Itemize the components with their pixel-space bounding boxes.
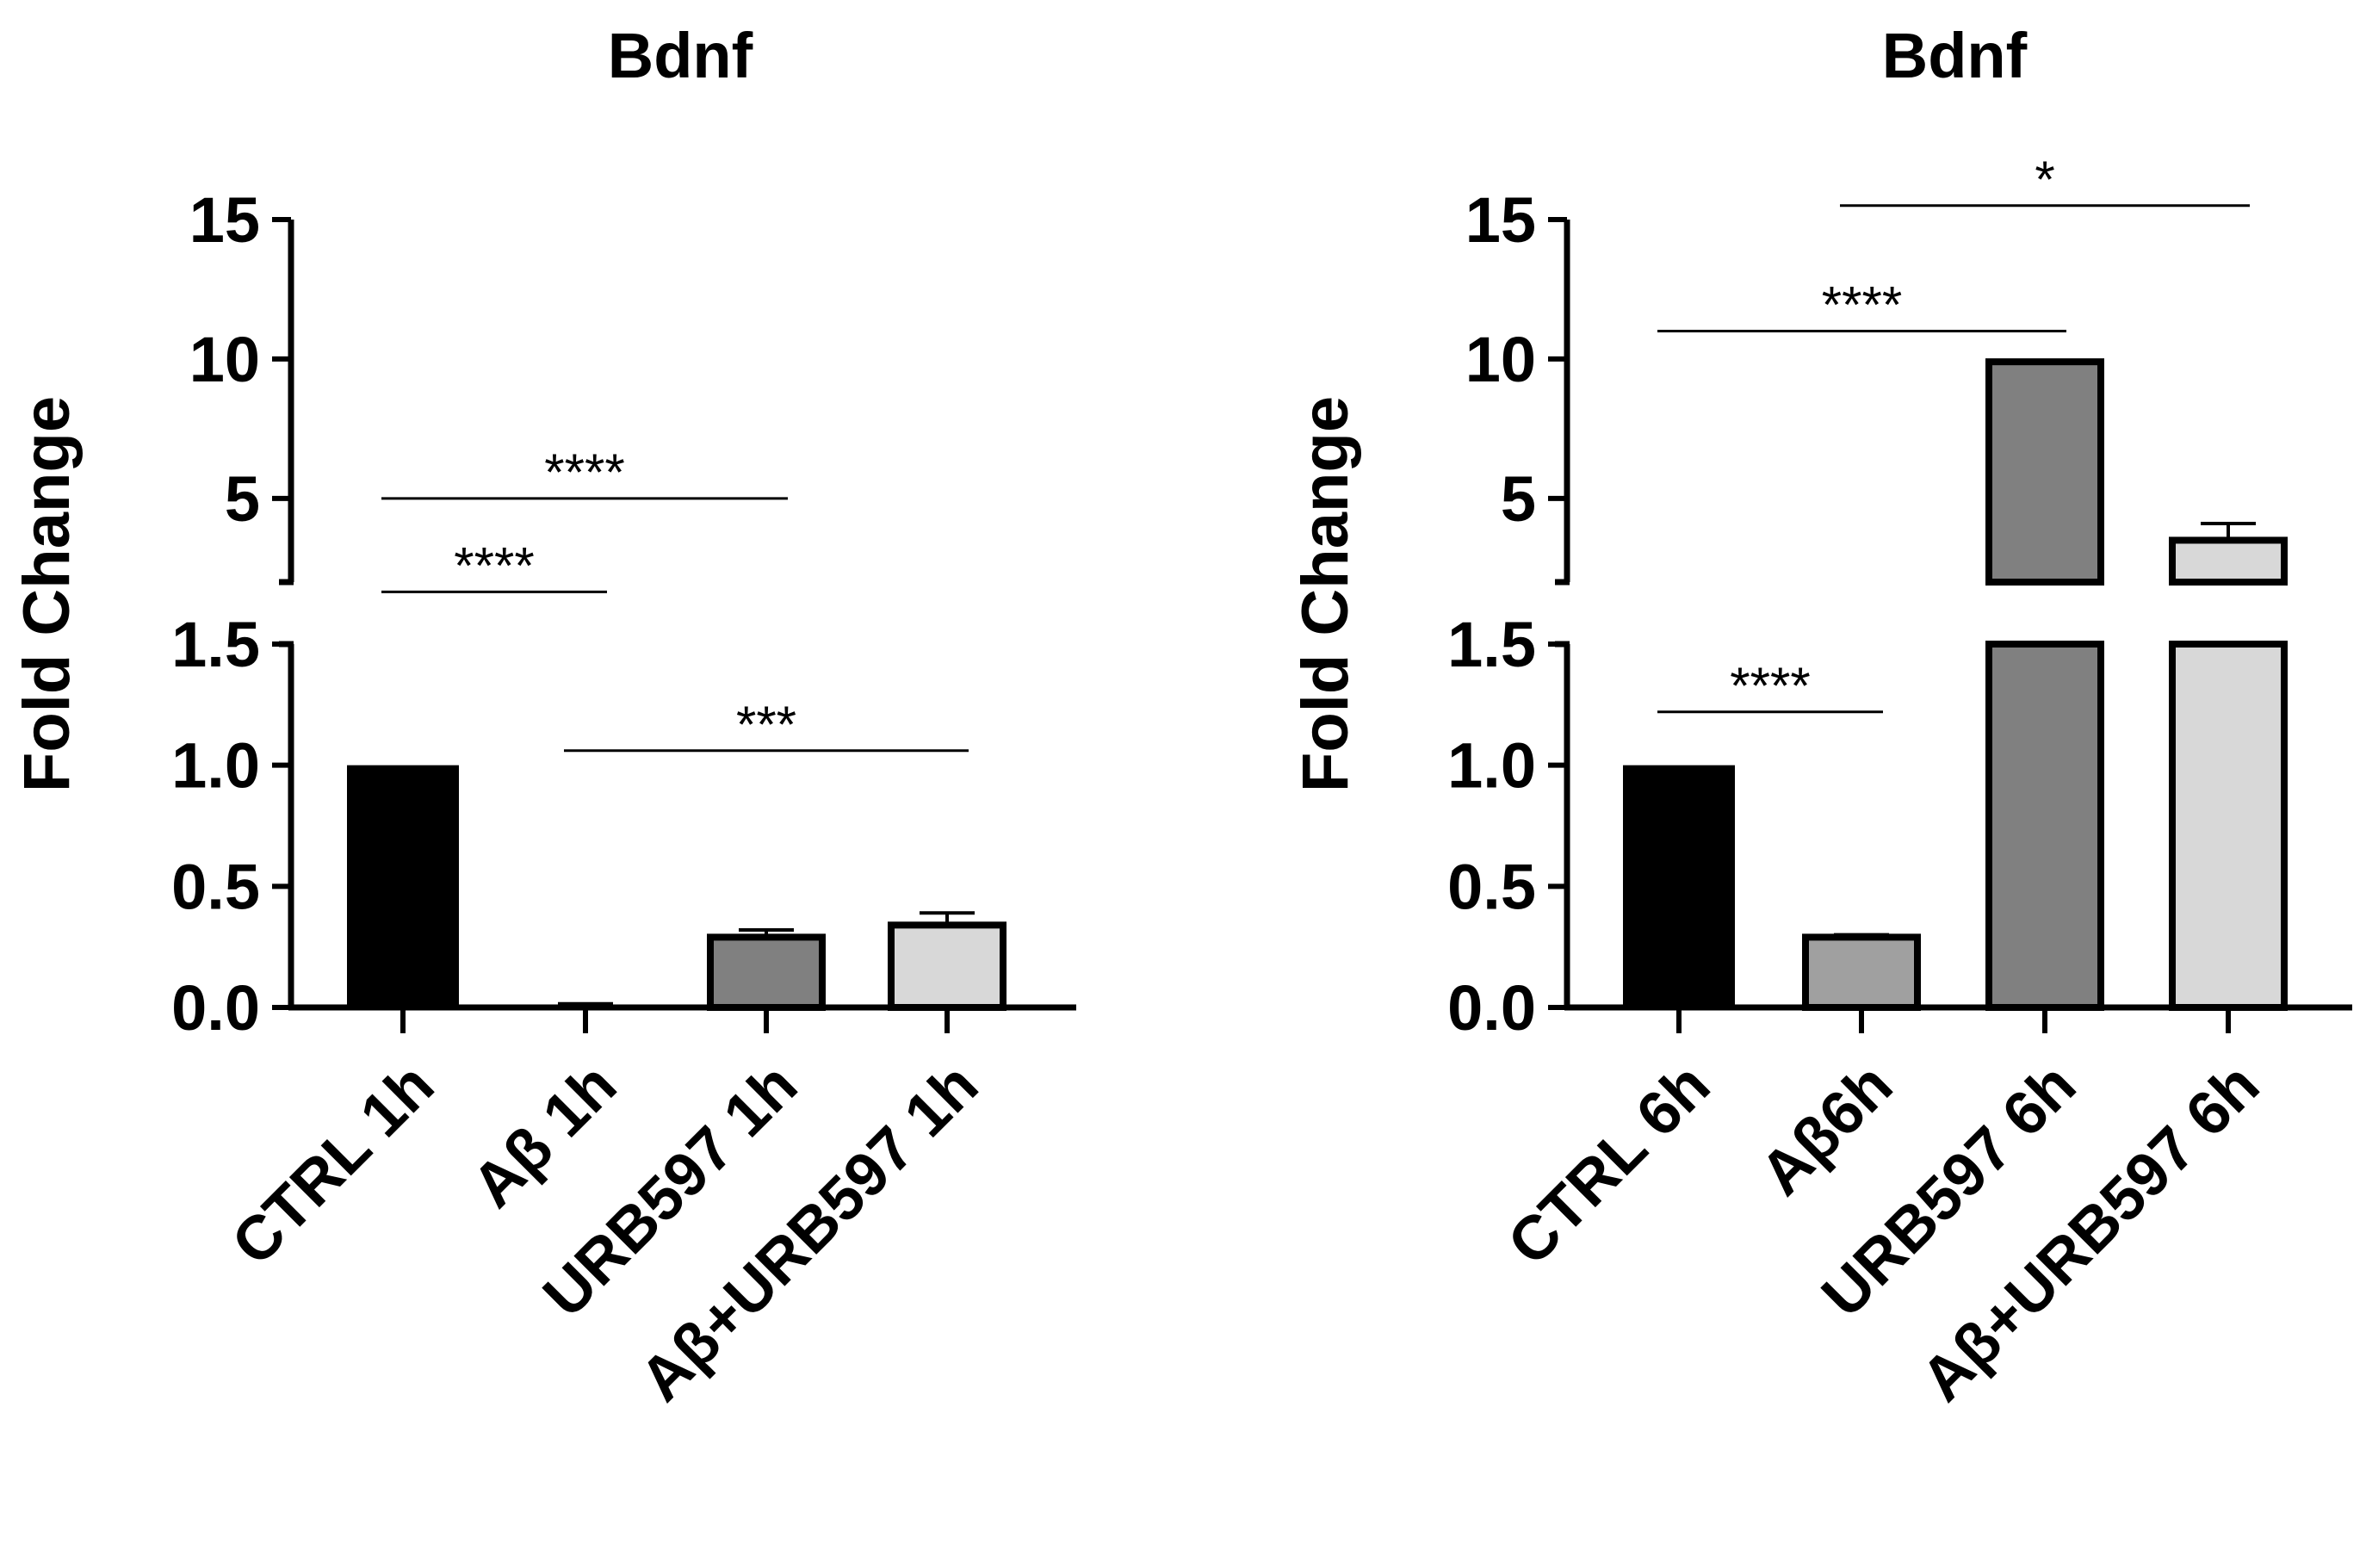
x-tick-label: Aβ+URB597 1h: [627, 1050, 991, 1415]
y-tick-label: 1.0: [171, 730, 260, 802]
chart-panel-6h: Bdnf Fold Change 0.0 0.5 1.0 1.5 5 10 15 CTRL 6…: [1289, 20, 2352, 1415]
y-tick-label: 0.0: [171, 972, 260, 1044]
significance-label: ****: [1730, 657, 1810, 715]
significance-label: ***: [736, 696, 796, 753]
chart-title: Bdnf: [608, 20, 753, 91]
y-tick-label: 5: [1501, 463, 1536, 535]
y-tick-label: 1.0: [1447, 730, 1536, 802]
significance-label: *: [2035, 151, 2054, 208]
chart-title: Bdnf: [1882, 20, 2028, 91]
bar: [347, 765, 459, 1007]
y-tick-label: 1.5: [1447, 609, 1536, 680]
y-axis-label: Fold Change: [1289, 396, 1362, 792]
y-tick-label: 10: [189, 324, 260, 395]
bar: [1623, 765, 1735, 1007]
significance-label: ****: [544, 443, 624, 501]
chart-panel-1h: Bdnf Fold Change 0.0 0.5 1.0 1.5 5 10 15 CTRL 1…: [10, 20, 1076, 1415]
bar: [888, 921, 1006, 1012]
bar: [530, 1005, 641, 1008]
x-tick-label: CTRL 1h: [219, 1050, 447, 1279]
y-tick-label: 10: [1465, 324, 1536, 395]
significance-label: ****: [454, 536, 534, 594]
y-tick-label: 0.5: [171, 851, 260, 922]
x-tick-label: Aβ 1h: [459, 1050, 629, 1221]
y-tick-label: 1.5: [171, 609, 260, 680]
bar: [707, 933, 826, 1011]
bar-upper-part: [2169, 536, 2288, 586]
y-tick-label: 15: [1465, 184, 1536, 256]
y-tick-label: 0.5: [1447, 851, 1536, 922]
x-tick-label: Aβ+URB597 6h: [1908, 1050, 2272, 1415]
bar-lower-part: [2169, 641, 2288, 1011]
bar-upper-part: [1985, 358, 2104, 586]
bar: [1802, 933, 1921, 1011]
x-tick-label: Aβ6h: [1747, 1050, 1905, 1209]
y-tick-label: 0.0: [1447, 972, 1536, 1044]
y-axis-label: Fold Change: [10, 396, 84, 792]
x-tick-label: CTRL 6h: [1495, 1050, 1723, 1279]
y-tick-label: 15: [189, 184, 260, 256]
y-tick-label: 5: [225, 463, 260, 535]
significance-label: ****: [1822, 276, 1902, 334]
bar-lower-part: [1985, 641, 2104, 1011]
